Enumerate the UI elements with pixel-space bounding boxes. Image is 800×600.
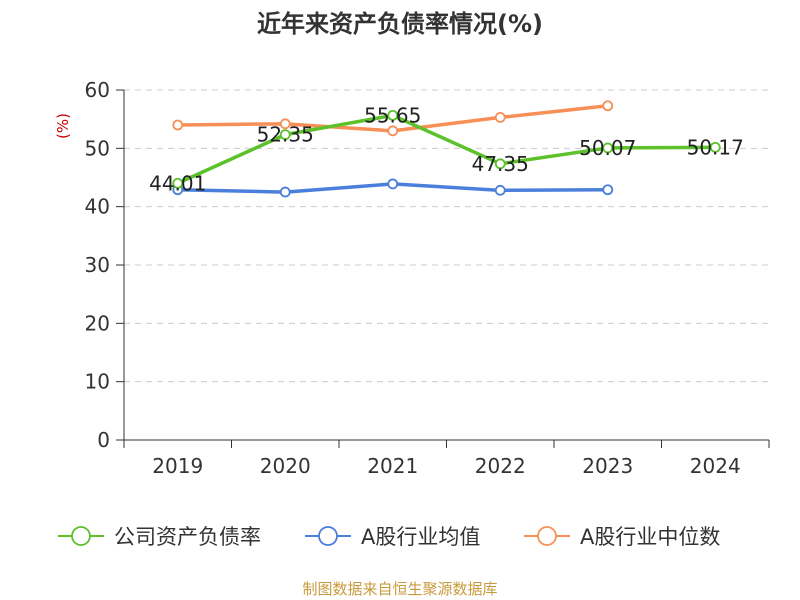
legend-marker	[537, 526, 557, 546]
data-point	[172, 119, 184, 131]
series-2	[172, 178, 614, 198]
data-point	[279, 129, 291, 141]
legend-label: A股行业中位数	[580, 525, 720, 549]
y-tick-label: 20	[85, 311, 110, 335]
x-tick-label: 2019	[152, 454, 203, 478]
x-tick-label: 2023	[582, 454, 633, 478]
data-point	[387, 125, 399, 137]
series-1	[172, 109, 721, 189]
x-tick-label: 2024	[690, 454, 741, 478]
data-point	[387, 178, 399, 190]
series-3	[172, 100, 614, 137]
y-tick-label: 40	[85, 195, 110, 219]
data-label: 55.65	[364, 103, 421, 127]
data-label: 44.01	[149, 171, 206, 195]
data-point	[709, 141, 721, 153]
data-label: 52.35	[257, 123, 314, 147]
legend-item-2: A股行业均值	[305, 525, 480, 549]
legend-marker	[71, 526, 91, 546]
axes: 0 10 20 30 40 50 60 2019 2020 2021 2022 2023 2024	[85, 78, 770, 478]
series-line	[177, 113, 716, 185]
data-point	[494, 158, 506, 170]
y-axis-unit: (%)	[54, 113, 72, 139]
y-tick-label: 50	[85, 136, 110, 160]
data-label: 47.35	[472, 152, 529, 176]
x-tick-label: 2021	[367, 454, 418, 478]
legend-label: A股行业均值	[361, 525, 480, 549]
data-point	[602, 100, 614, 112]
legend-item-1: 公司资产负债率	[58, 525, 261, 549]
grid-lines	[124, 89, 769, 383]
data-point	[494, 112, 506, 123]
chart-title: 近年来资产负债率情况(%)	[257, 10, 543, 38]
legend-marker	[318, 526, 338, 546]
data-point	[387, 109, 399, 121]
y-tick-label: 10	[85, 370, 110, 394]
data-labels: 44.01 52.35 55.65 47.35 50.07 50.17	[149, 103, 744, 195]
data-label: 50.07	[579, 136, 636, 160]
x-tick-label: 2022	[475, 454, 526, 478]
data-point	[602, 184, 614, 196]
y-tick-label: 60	[85, 78, 110, 102]
data-point	[494, 184, 506, 196]
y-tick-label: 30	[85, 253, 110, 277]
source-note: 制图数据来自恒生聚源数据库	[302, 580, 497, 598]
x-tick-label: 2020	[260, 454, 311, 478]
legend-label: 公司资产负债率	[114, 525, 261, 549]
series-layer	[172, 100, 721, 198]
data-label: 50.17	[687, 135, 744, 159]
data-point	[279, 186, 291, 198]
legend-item-3: A股行业中位数	[524, 525, 720, 549]
legend: 公司资产负债率 A股行业均值 A股行业中位数	[58, 525, 720, 549]
data-point	[172, 177, 184, 189]
data-point	[279, 118, 291, 130]
y-tick-label: 0	[97, 428, 110, 452]
data-point	[602, 142, 614, 154]
